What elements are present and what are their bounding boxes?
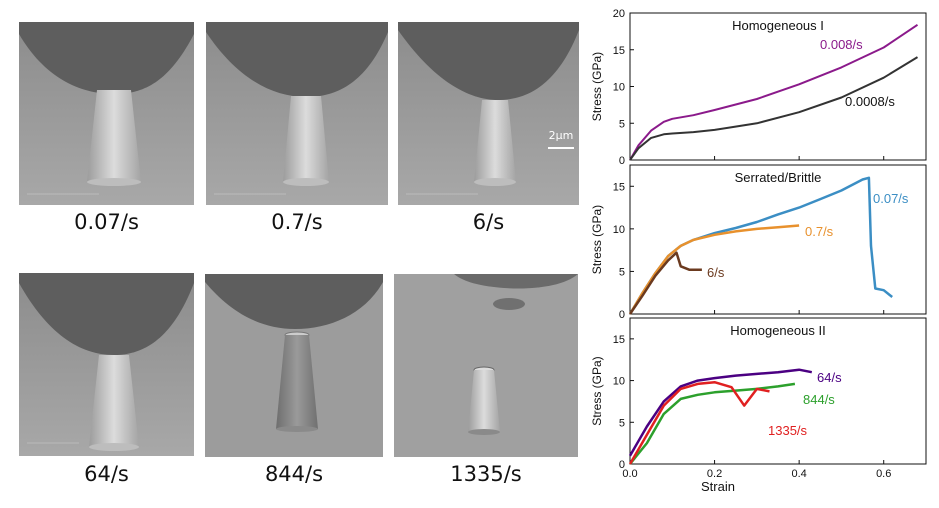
x-tick-label: 0.6 bbox=[876, 468, 891, 480]
y-tick-label: 0 bbox=[619, 155, 625, 167]
y-tick-label: 10 bbox=[613, 376, 625, 388]
sem-micrograph: 2μm bbox=[398, 22, 579, 205]
chart-title: Serrated/Brittle bbox=[735, 170, 822, 185]
y-tick-label: 10 bbox=[613, 82, 625, 94]
series-line bbox=[628, 176, 893, 315]
series-line bbox=[628, 224, 800, 315]
sem-panel-6 bbox=[394, 274, 578, 457]
series-label: 6/s bbox=[707, 265, 725, 280]
y-tick-label: 5 bbox=[619, 266, 625, 278]
plot-frame bbox=[629, 164, 927, 315]
plot-frame bbox=[629, 12, 927, 161]
panel-label: 844/s bbox=[264, 462, 324, 486]
y-tick-label: 10 bbox=[613, 224, 625, 236]
series-label: 0.0008/s bbox=[845, 94, 895, 109]
series-line bbox=[629, 56, 919, 161]
panel-label: 6/s bbox=[472, 210, 505, 234]
chart-title: Homogeneous II bbox=[730, 323, 825, 338]
sem-micrograph bbox=[206, 22, 388, 205]
sem-panel-2 bbox=[206, 22, 388, 205]
series-line bbox=[628, 380, 770, 465]
series-label: 0.008/s bbox=[820, 37, 863, 52]
series-label: 1335/s bbox=[768, 423, 808, 438]
y-tick-label: 0 bbox=[619, 309, 625, 321]
sem-micrograph bbox=[394, 274, 578, 457]
y-tick-label: 0 bbox=[619, 459, 625, 471]
panel-label: 0.7/s bbox=[271, 210, 323, 234]
scale-bar-label: 2μm bbox=[549, 129, 574, 142]
chart-title: Homogeneous I bbox=[732, 18, 824, 33]
series-line bbox=[629, 23, 919, 161]
x-tick-label: 0.4 bbox=[791, 468, 806, 480]
sem-micrograph bbox=[205, 274, 383, 457]
series-line bbox=[629, 382, 796, 465]
panel-label: 1335/s bbox=[450, 462, 522, 486]
sem-panel-4 bbox=[19, 273, 194, 456]
series-line bbox=[628, 368, 813, 457]
y-tick-label: 15 bbox=[613, 334, 625, 346]
x-tick-label: 0.0 bbox=[622, 468, 637, 480]
series-line bbox=[628, 251, 702, 315]
series-label: 0.07/s bbox=[873, 191, 909, 206]
series-label: 64/s bbox=[817, 370, 842, 385]
y-axis-label: Stress (GPa) bbox=[590, 52, 604, 121]
series-label: 844/s bbox=[803, 392, 835, 407]
y-tick-label: 5 bbox=[619, 118, 625, 130]
plot-frame bbox=[629, 317, 927, 465]
panel-label: 0.07/s bbox=[74, 210, 139, 234]
y-axis-label: Stress (GPa) bbox=[590, 205, 604, 274]
y-tick-label: 20 bbox=[613, 8, 625, 20]
sem-panel-1 bbox=[19, 22, 194, 205]
x-tick-label: 0.2 bbox=[707, 468, 722, 480]
y-tick-label: 15 bbox=[613, 181, 625, 193]
y-axis-label: Stress (GPa) bbox=[590, 356, 604, 425]
panel-label: 64/s bbox=[84, 462, 129, 486]
x-axis-label: Strain bbox=[701, 479, 735, 494]
sem-panel-5 bbox=[205, 274, 383, 457]
y-tick-label: 5 bbox=[619, 417, 625, 429]
series-label: 0.7/s bbox=[805, 224, 834, 239]
y-tick-label: 15 bbox=[613, 45, 625, 57]
sem-micrograph bbox=[19, 22, 194, 205]
sem-panel-3: 2μm bbox=[398, 22, 579, 205]
sem-micrograph bbox=[19, 273, 194, 456]
